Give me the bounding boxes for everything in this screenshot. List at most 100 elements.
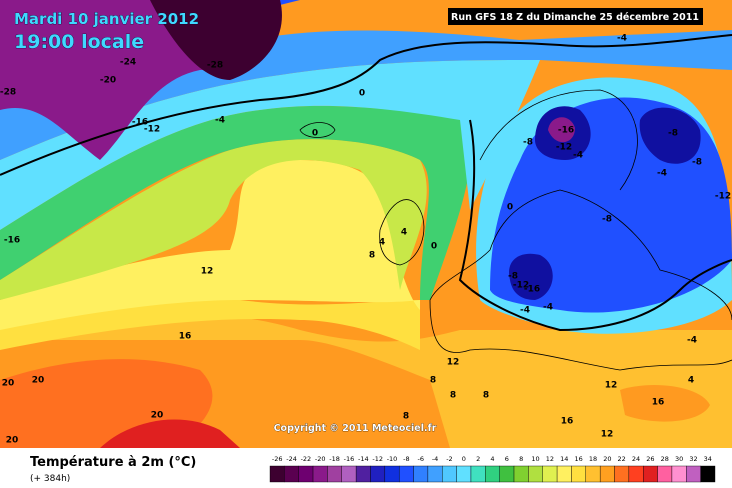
africa-hot <box>620 385 710 422</box>
contour-label: 0 <box>359 89 365 99</box>
scale-tick-label: 12 <box>546 455 554 463</box>
scale-cell <box>614 465 630 483</box>
scale-tick-label: -4 <box>432 455 438 463</box>
yellow-zone <box>0 160 420 330</box>
contour-label: 20 <box>6 436 19 446</box>
scale-tick-label: 14 <box>560 455 568 463</box>
contour-label: -4 <box>215 116 225 126</box>
legend-subtitle: (+ 384h) <box>30 474 70 484</box>
contour-label: 12 <box>447 358 460 368</box>
scale-tick-label: 0 <box>462 455 466 463</box>
contour-label: 16 <box>652 398 665 408</box>
scale-cell <box>628 465 644 483</box>
contour-label: 20 <box>32 376 45 386</box>
zero-isotherm <box>0 34 732 332</box>
scale-cell <box>599 465 615 483</box>
scale-tick-label: 26 <box>646 455 654 463</box>
contour-label: -28 <box>0 88 16 98</box>
contour-label: 0 <box>312 129 318 139</box>
scale-cell <box>284 465 299 483</box>
atlantic-hot <box>100 419 240 448</box>
scale-cell <box>370 465 386 483</box>
contour-label: 4 <box>379 238 385 248</box>
scale-cell <box>671 465 687 483</box>
scale-cell <box>384 465 400 483</box>
scale-cell <box>585 465 601 483</box>
contour-label: -4 <box>617 34 627 44</box>
contour-label: -28 <box>207 61 223 71</box>
scale-tick-label: -10 <box>387 455 398 463</box>
scale-tick-label: -14 <box>358 455 369 463</box>
scale-cell <box>298 465 314 483</box>
contour-label: -12 <box>513 281 529 291</box>
scale-tick-label: 32 <box>689 455 697 463</box>
scale-cell <box>327 465 342 483</box>
scale-cell <box>556 465 572 483</box>
scale-tick-label: -12 <box>372 455 383 463</box>
scale-tick-label: 8 <box>519 455 523 463</box>
contour-label: 12 <box>601 430 614 440</box>
contour-label: -4 <box>543 303 553 313</box>
color-scale: -26 -24 -22 -20 -18 -16 -14 -12 -10 -8 -6 -4 -2 0 2 4 6 8… <box>269 455 716 483</box>
scale-cell <box>470 465 486 483</box>
contour-label: -8 <box>692 158 702 168</box>
scale-cell <box>269 465 285 483</box>
contour-label: 4 <box>688 376 694 386</box>
scale-cell <box>542 465 558 483</box>
scale-tick-label: -2 <box>446 455 452 463</box>
europe-purple-core <box>548 117 575 143</box>
scale-cell <box>413 465 429 483</box>
contour-label: -16 <box>4 236 20 246</box>
contour-label: 8 <box>483 391 489 401</box>
contour-labels: -24 -28-20-28-16-12-400-4-16-8 -12-4-8-4-8… <box>0 34 731 446</box>
scale-tick-label: -16 <box>344 455 355 463</box>
scale-cell <box>442 465 457 483</box>
scale-cell <box>398 465 414 483</box>
scale-cell <box>700 465 716 483</box>
dark-zone <box>150 0 282 80</box>
cyan-zone <box>0 60 540 230</box>
scale-tick-label: -26 <box>272 455 283 463</box>
contour-label: -16 <box>524 285 540 295</box>
green-yellow-zone <box>0 139 427 300</box>
scale-tick-label: 20 <box>603 455 611 463</box>
contour-label: 0 <box>431 242 437 252</box>
copyright: Copyright © 2011 Meteociel.fr <box>274 423 437 434</box>
contour-label: 8 <box>430 376 436 386</box>
scale-tick-label: 18 <box>589 455 597 463</box>
scale-tick-label: -20 <box>315 455 326 463</box>
scale-tick-label: -18 <box>329 455 340 463</box>
scale-tick-label: 2 <box>476 455 480 463</box>
contour-label: 20 <box>151 411 164 421</box>
scale-cell <box>499 465 515 483</box>
scale-tick-label: 30 <box>675 455 683 463</box>
contour-label: -12 <box>144 125 160 135</box>
scale-tick-label: 4 <box>490 455 494 463</box>
scale-tick-label: 16 <box>574 455 582 463</box>
contour-label: 8 <box>369 251 375 261</box>
scale-tick-label: 6 <box>505 455 509 463</box>
run-title: Run GFS 18 Z du Dimanche 25 décembre 201… <box>451 12 699 23</box>
scale-tick-label: 24 <box>632 455 640 463</box>
contour-label: -8 <box>668 129 678 139</box>
coastlines <box>299 89 732 371</box>
scale-cell <box>686 465 701 483</box>
scale-cell <box>456 465 472 483</box>
contour-label: 12 <box>201 267 214 277</box>
contour-label: -4 <box>573 151 583 161</box>
contour-label: 8 <box>450 391 456 401</box>
time-title: 19:00 locale <box>14 31 144 53</box>
scale-tick-label: -24 <box>286 455 297 463</box>
scale-cell <box>528 465 543 483</box>
contour-label: 4 <box>401 228 407 238</box>
scale-tick-label: 28 <box>661 455 669 463</box>
map <box>0 0 732 448</box>
scale-tick-label: -22 <box>301 455 312 463</box>
contour-label: 16 <box>179 332 192 342</box>
scale-cell <box>341 465 357 483</box>
contour-label: -4 <box>687 336 697 346</box>
legend-title: Température à 2m (°C) <box>30 455 196 470</box>
scale-cell <box>643 465 658 483</box>
europe-cold-cores <box>509 106 701 300</box>
